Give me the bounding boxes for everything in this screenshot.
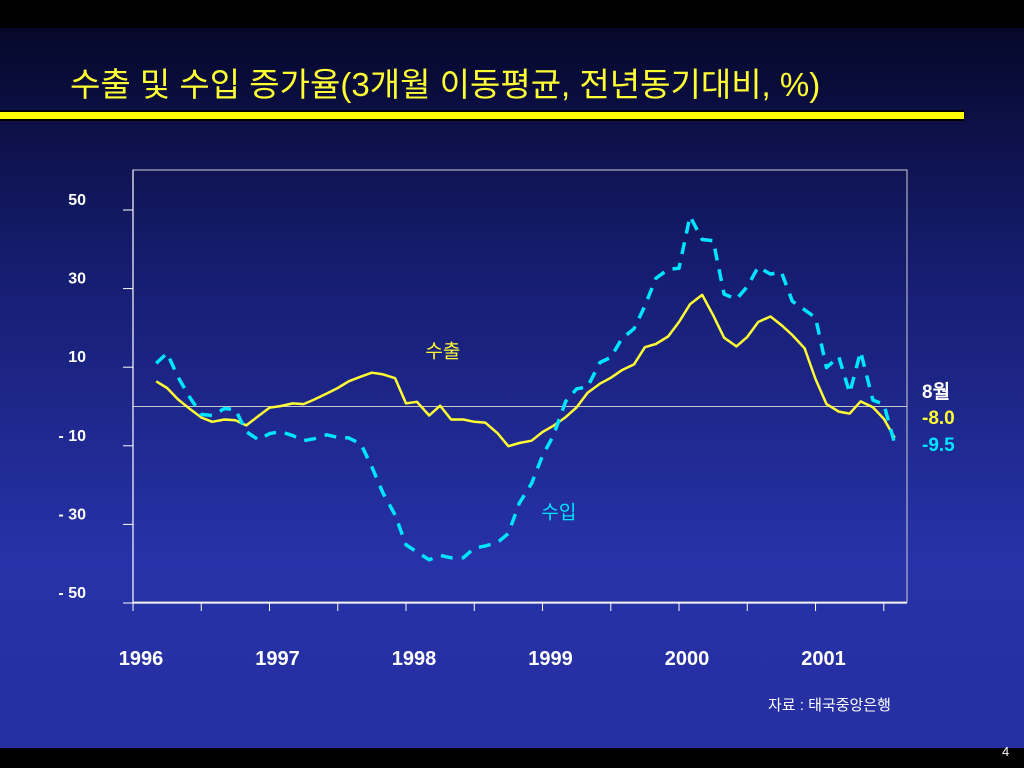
x-tick-label: 1997 bbox=[255, 648, 300, 670]
imports-series-line bbox=[155, 214, 897, 562]
y-tick-label: 30 bbox=[68, 271, 86, 288]
y-tick-label: 10 bbox=[68, 349, 86, 366]
x-tick-label: 1998 bbox=[392, 648, 437, 670]
y-tick-label: - 50 bbox=[58, 585, 86, 602]
y-tick-label: - 10 bbox=[58, 428, 86, 445]
latest-exports-value: -8.0 bbox=[922, 408, 955, 429]
exports-label: 수출 bbox=[425, 340, 460, 362]
bottom-band bbox=[0, 748, 1024, 768]
x-tick-label: 2000 bbox=[665, 648, 710, 670]
x-tick-label: 2001 bbox=[801, 648, 846, 670]
x-tick-label: 1996 bbox=[119, 648, 164, 670]
exports-series-line bbox=[155, 293, 896, 448]
plot-frame bbox=[132, 169, 908, 603]
source-note: 자료 : 태국중앙은행 bbox=[768, 697, 891, 714]
axes: 50 30 10 - 10 - 30 - 50 1996 1997 1998 1999 2000 20… bbox=[58, 170, 907, 670]
title-underline bbox=[0, 110, 964, 121]
y-tick-label: - 30 bbox=[58, 506, 86, 523]
plot-border bbox=[132, 169, 908, 603]
latest-imports-value: -9.5 bbox=[922, 435, 955, 456]
y-tick-label: 50 bbox=[68, 192, 86, 209]
page-number: 4 bbox=[1002, 744, 1010, 759]
imports-label: 수입 bbox=[541, 502, 576, 524]
top-band bbox=[0, 0, 1024, 28]
latest-month-label: 8월 bbox=[922, 381, 950, 403]
series-layer bbox=[155, 214, 897, 562]
x-tick-label: 1999 bbox=[528, 648, 573, 670]
slide-title: 수출 및 수입 증가율(3개월 이동평균, 전년동기대비, %) bbox=[70, 66, 821, 103]
